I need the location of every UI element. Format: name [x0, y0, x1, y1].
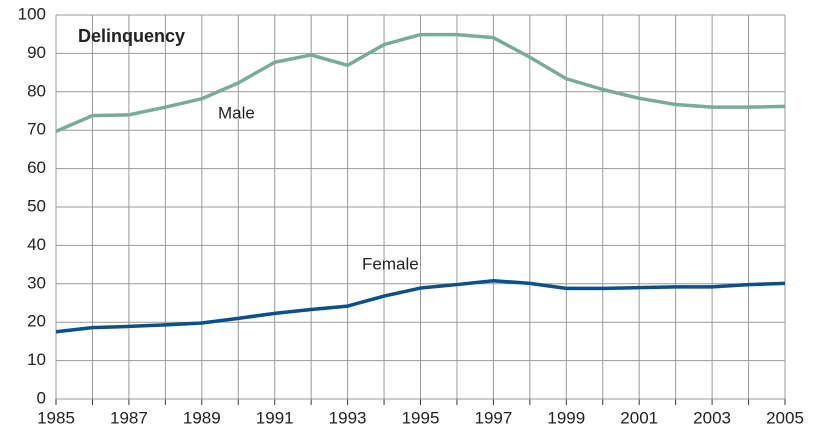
y-tick-label: 80	[27, 81, 46, 100]
y-tick-label: 10	[27, 350, 46, 369]
y-tick-label: 100	[18, 4, 46, 23]
y-tick-label: 60	[27, 158, 46, 177]
series-label: Male	[218, 103, 255, 122]
x-tick-label: 1993	[329, 408, 367, 427]
y-tick-label: 30	[27, 273, 46, 292]
x-tick-label: 1985	[37, 408, 75, 427]
y-tick-label: 50	[27, 196, 46, 215]
y-tick-label: 90	[27, 43, 46, 62]
x-tick-label: 1999	[547, 408, 585, 427]
x-tick-label: 1997	[474, 408, 512, 427]
x-tick-label: 1995	[402, 408, 440, 427]
y-tick-label: 40	[27, 235, 46, 254]
x-tick-label: 2003	[693, 408, 731, 427]
x-tick-label: 1987	[110, 408, 148, 427]
x-tick-label: 2005	[766, 408, 804, 427]
chart-title: Delinquency	[78, 26, 185, 46]
x-tick-label: 1991	[256, 408, 294, 427]
y-tick-label: 70	[27, 120, 46, 139]
series-label: Female	[362, 254, 419, 273]
x-tick-label: 1989	[183, 408, 221, 427]
y-tick-label: 0	[37, 388, 46, 407]
x-tick-label: 2001	[620, 408, 658, 427]
series-line	[55, 278, 786, 334]
y-tick-label: 20	[27, 312, 46, 331]
series-line	[55, 32, 786, 133]
